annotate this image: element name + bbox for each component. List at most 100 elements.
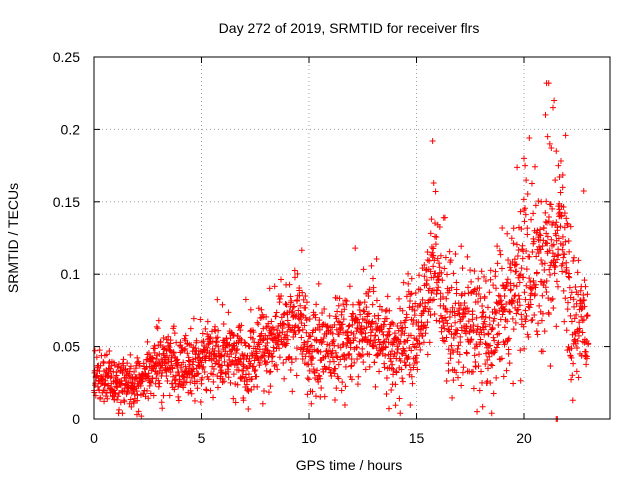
data-point (221, 352, 228, 359)
data-point (527, 278, 534, 285)
data-point (325, 353, 332, 360)
data-point (514, 252, 521, 259)
data-point (397, 357, 404, 364)
data-point (268, 318, 275, 325)
data-point (221, 358, 228, 365)
data-point (147, 379, 154, 386)
data-point (516, 279, 523, 286)
data-point (167, 337, 174, 344)
data-point (92, 380, 99, 387)
data-point (584, 291, 591, 298)
data-point (333, 315, 340, 322)
data-point (263, 313, 270, 320)
data-point (504, 276, 511, 283)
data-point (495, 292, 502, 299)
data-point (458, 382, 465, 389)
data-point (430, 274, 437, 281)
data-point (311, 346, 318, 353)
data-point (366, 363, 373, 370)
data-point (522, 162, 529, 169)
data-point (470, 327, 477, 334)
data-point (582, 283, 589, 290)
data-point (517, 377, 524, 384)
data-point (210, 378, 217, 385)
data-point (337, 344, 344, 351)
data-point (433, 279, 440, 286)
data-point (427, 312, 434, 319)
data-point (463, 323, 470, 330)
data-point (399, 375, 406, 382)
data-point (563, 266, 570, 273)
data-point (522, 205, 529, 212)
data-point (102, 377, 109, 384)
data-point (229, 331, 236, 338)
data-point (304, 338, 311, 345)
data-point (144, 387, 151, 394)
data-point (475, 275, 482, 282)
data-point (516, 272, 523, 279)
data-point (393, 369, 400, 376)
data-point (486, 353, 493, 360)
data-point (539, 242, 546, 249)
data-point (199, 365, 206, 372)
data-point (350, 301, 357, 308)
data-point (451, 308, 458, 315)
data-point (436, 260, 443, 267)
data-point (473, 314, 480, 321)
data-point (455, 374, 462, 381)
data-point (256, 346, 263, 353)
data-point (271, 283, 278, 290)
data-point (412, 355, 419, 362)
data-point (387, 358, 394, 365)
data-point (267, 383, 274, 390)
data-point (574, 337, 581, 344)
data-point (182, 332, 189, 339)
data-point (114, 384, 121, 391)
data-point (400, 347, 407, 354)
data-point (412, 289, 419, 296)
data-point (551, 253, 558, 260)
data-point (336, 295, 343, 302)
data-point (449, 304, 456, 311)
data-point (505, 256, 512, 263)
data-point (413, 344, 420, 351)
data-point (501, 341, 508, 348)
data-point (438, 269, 445, 276)
data-point (515, 292, 522, 299)
data-point (299, 326, 306, 333)
data-point (476, 285, 483, 292)
data-point (510, 225, 517, 232)
data-point (218, 362, 225, 369)
data-point (199, 374, 206, 381)
data-point (505, 336, 512, 343)
data-point (580, 297, 587, 304)
data-point (238, 336, 245, 343)
data-point (328, 350, 335, 357)
data-point (576, 325, 583, 332)
data-point (488, 350, 495, 357)
data-point (306, 367, 313, 374)
data-point (510, 297, 517, 304)
data-point (160, 392, 167, 399)
data-point (218, 369, 225, 376)
data-point (284, 336, 291, 343)
data-point (238, 322, 245, 329)
data-point (453, 279, 460, 286)
data-point (488, 361, 495, 368)
data-point (318, 339, 325, 346)
data-point (251, 357, 258, 364)
data-point (316, 326, 323, 333)
data-point (406, 297, 413, 304)
y-tick-label: 0 (72, 411, 80, 427)
data-point (576, 319, 583, 326)
data-point (362, 366, 369, 373)
data-point (480, 309, 487, 316)
data-point (552, 177, 559, 184)
data-point (258, 306, 265, 313)
data-point (400, 279, 407, 286)
data-point (448, 284, 455, 291)
data-point (343, 342, 350, 349)
data-point (235, 367, 242, 374)
data-point (456, 311, 463, 318)
data-point (261, 352, 268, 359)
